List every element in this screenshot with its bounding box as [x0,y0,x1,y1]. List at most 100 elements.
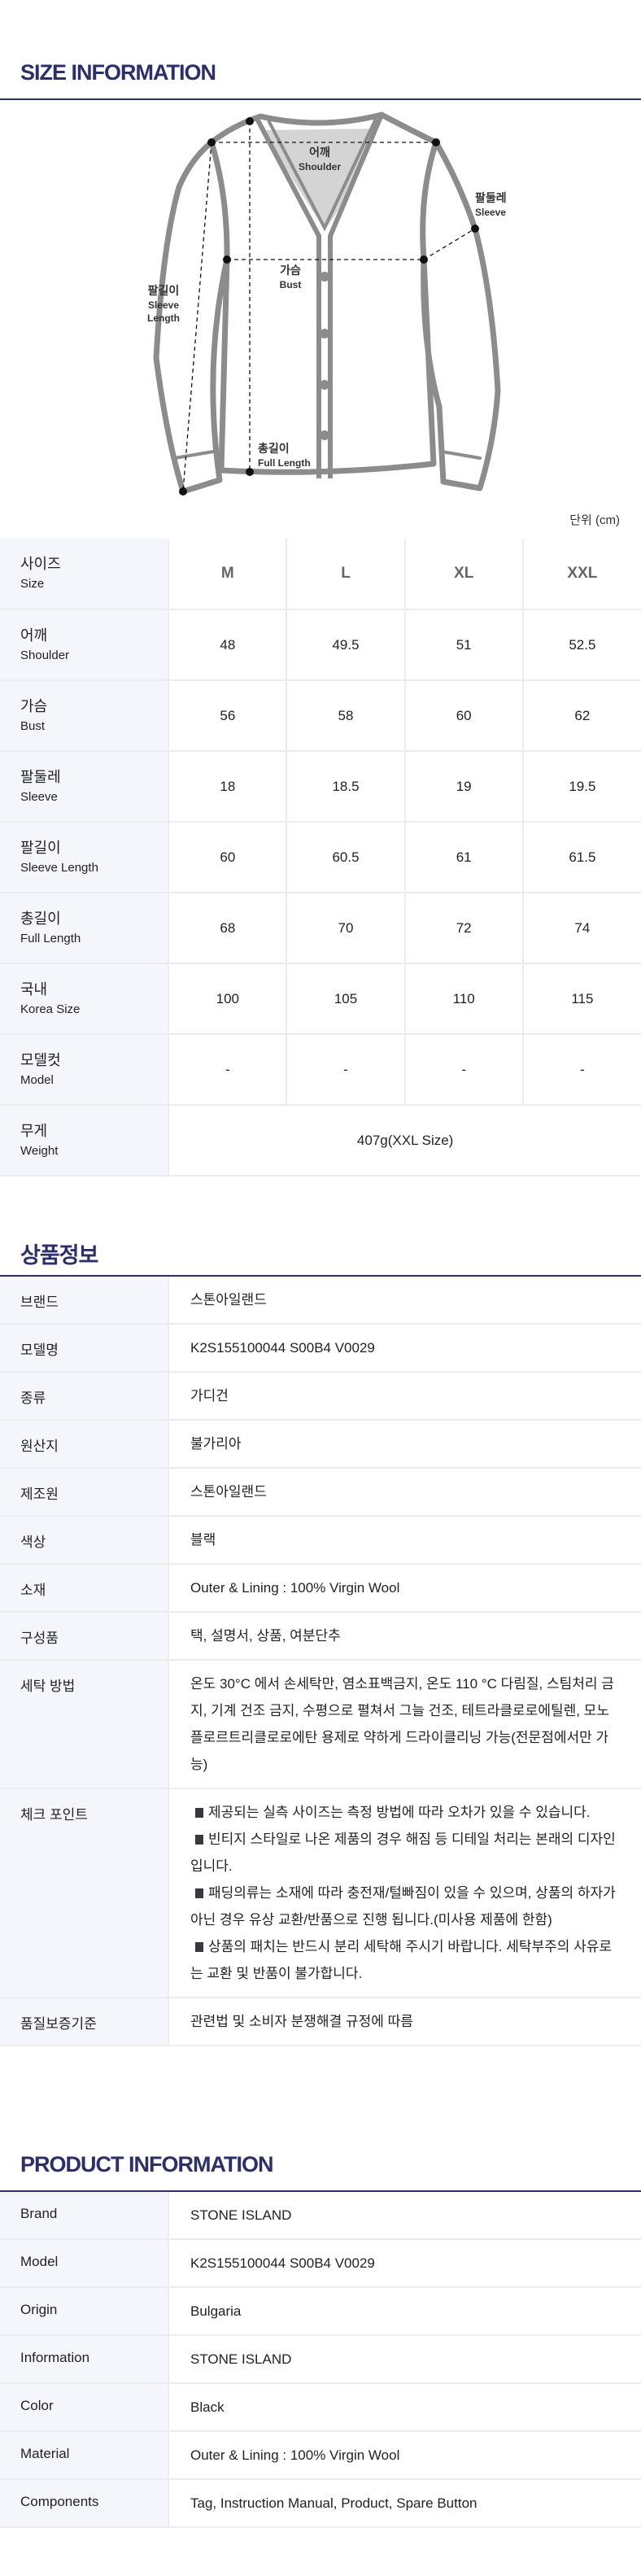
label-ko: 팔둘레 [20,768,61,785]
size-value: 18.5 [286,751,406,823]
label-en: Sleeve Length [20,860,98,875]
label-full-length-ko: 총길이 [258,442,290,455]
size-value: 61 [404,822,524,893]
row-value: K2S155100044 S00B4 V0029 [168,1324,641,1373]
label-ko: 무게 [20,1122,48,1139]
row-value: 택, 설명서, 상품, 여분단추 [168,1612,641,1661]
product-info-ko-title: 상품정보 [20,1243,98,1268]
title-divider [0,1275,641,1277]
title-divider [0,2190,641,2192]
square-bullet-icon [195,1808,203,1818]
size-value: 51 [404,609,524,681]
info-row: 모델명 K2S155100044 S00B4 V0029 [0,1324,641,1373]
check-point-item: 빈티지 스타일로 나온 제품의 경우 해짐 등 디테일 처리는 본래의 디자인입… [190,1826,621,1880]
size-value: 56 [168,680,288,752]
info-row: 소재 Outer & Lining : 100% Virgin Wool [0,1564,641,1613]
label-ko: 팔길이 [20,839,61,856]
row-label: Origin [0,2287,169,2336]
product-info-en-table: Brand STONE ISLAND Model K2S155100044 S00B4… [0,2192,641,2528]
row-label: Brand [0,2192,169,2240]
size-value: 74 [522,893,641,964]
title-divider [0,98,641,100]
label-bust-en: Bust [280,279,302,290]
size-row: 총길이 Full Length 68 70 72 74 [0,893,641,964]
row-value: 관련법 및 소비자 분쟁해결 규정에 따름 [168,1997,641,2046]
size-row: 어깨 Shoulder 48 49.5 51 52.5 [0,609,641,681]
size-col-header: M [168,539,288,610]
check-point-text: 제공되는 실측 사이즈는 측정 방법에 따라 오차가 있을 수 있습니다. [208,1805,591,1820]
size-value: - [522,1034,641,1106]
size-value: - [404,1034,524,1106]
label-en: Weight [20,1143,59,1158]
info-row: 종류 가디건 [0,1372,641,1421]
label-bust-ko: 가슴 [280,264,301,277]
row-label: 국내 Korea Size [0,963,170,1035]
size-value: 49.5 [286,609,406,681]
row-value: Outer & Lining : 100% Virgin Wool [168,1564,641,1613]
row-value: K2S155100044 S00B4 V0029 [168,2239,641,2288]
size-value: 18 [168,751,288,823]
check-points-row: 체크 포인트 제공되는 실측 사이즈는 측정 방법에 따라 오차가 있을 수 있… [0,1788,641,1998]
size-value: 19 [404,751,524,823]
size-value: - [168,1034,288,1106]
info-row: 제조원 스톤아일랜드 [0,1468,641,1517]
row-label: 색상 [0,1516,169,1565]
row-value: Bulgaria [168,2287,641,2336]
size-value: 52.5 [522,609,641,681]
row-value: Outer & Lining : 100% Virgin Wool [168,2431,641,2480]
label-ko: 총길이 [20,910,61,927]
label-ko: 국내 [20,980,48,998]
info-row: Components Tag, Instruction Manual, Produ… [0,2479,641,2528]
row-label: 모델컷 Model [0,1034,170,1106]
label-en: Size [20,577,45,591]
label-ko: 가슴 [20,697,48,714]
row-value: Tag, Instruction Manual, Product, Spare … [168,2479,641,2528]
row-value: 스톤아일랜드 [168,1277,641,1325]
weight-value: 407g(XXL Size) [168,1105,641,1177]
row-label: Information [0,2335,169,2384]
unit-label: 단위 (cm) [569,513,620,527]
row-label: 모델명 [0,1324,169,1373]
row-label: 브랜드 [0,1277,169,1325]
square-bullet-icon [195,1888,203,1898]
row-label: 팔길이 Sleeve Length [0,822,170,893]
size-value: 110 [404,963,524,1035]
check-point-text: 상품의 패치는 반드시 분리 세탁해 주시기 바랍니다. 세탁부주의 사유로는 … [190,1939,613,1981]
check-point-item: 패딩의류는 소재에 따라 충전재/털빠짐이 있을 수 있으며, 상품의 하자가 … [190,1880,621,1933]
info-row: 원산지 불가리아 [0,1420,641,1469]
label-shoulder-en: Shoulder [299,161,341,172]
check-points-list: 제공되는 실측 사이즈는 측정 방법에 따라 오차가 있을 수 있습니다. 빈티지… [168,1788,641,1998]
size-value: 61.5 [522,822,641,893]
size-row: 국내 Korea Size 100 105 110 115 [0,963,641,1035]
size-value: - [286,1034,406,1106]
size-row: 모델컷 Model - - - - [0,1034,641,1106]
cardigan-outline [153,111,501,495]
label-full-length-en: Full Length [258,457,311,469]
row-label: 어깨 Shoulder [0,609,170,681]
check-point-item: 상품의 패치는 반드시 분리 세탁해 주시기 바랍니다. 세탁부주의 사유로는 … [190,1933,621,1987]
label-ko: 사이즈 [20,556,61,572]
size-value: 48 [168,609,288,681]
row-label: 사이즈 Size [0,539,170,610]
row-label: 가슴 Bust [0,680,170,752]
size-value: 19.5 [522,751,641,823]
info-row: Brand STONE ISLAND [0,2192,641,2240]
size-value: 58 [286,680,406,752]
row-value: 스톤아일랜드 [168,1468,641,1517]
row-label: 품질보증기준 [0,1997,169,2046]
info-row: Information STONE ISLAND [0,2335,641,2384]
button-icons [320,272,329,440]
row-value: 온도 30°C 에서 손세탁만, 염소표백금지, 온도 110 °C 다림질, … [168,1660,641,1789]
info-row: 브랜드 스톤아일랜드 [0,1277,641,1325]
size-col-header: XXL [522,539,641,610]
check-point-text: 빈티지 스타일로 나온 제품의 경우 해짐 등 디테일 처리는 본래의 디자인입… [190,1832,616,1874]
measure-points [179,117,479,496]
row-value: 가디건 [168,1372,641,1421]
info-row: Material Outer & Lining : 100% Virgin Woo… [0,2431,641,2480]
label-sleeve-ko: 팔둘레 [475,191,507,204]
info-row: 색상 블랙 [0,1516,641,1565]
cardigan-size-diagram: 어깨 Shoulder 팔둘레 Sleeve 가슴 Bust 팔길이 Sleev… [147,111,507,496]
row-label: 체크 포인트 [0,1788,169,1998]
row-value: STONE ISLAND [168,2192,641,2240]
square-bullet-icon [195,1942,203,1952]
